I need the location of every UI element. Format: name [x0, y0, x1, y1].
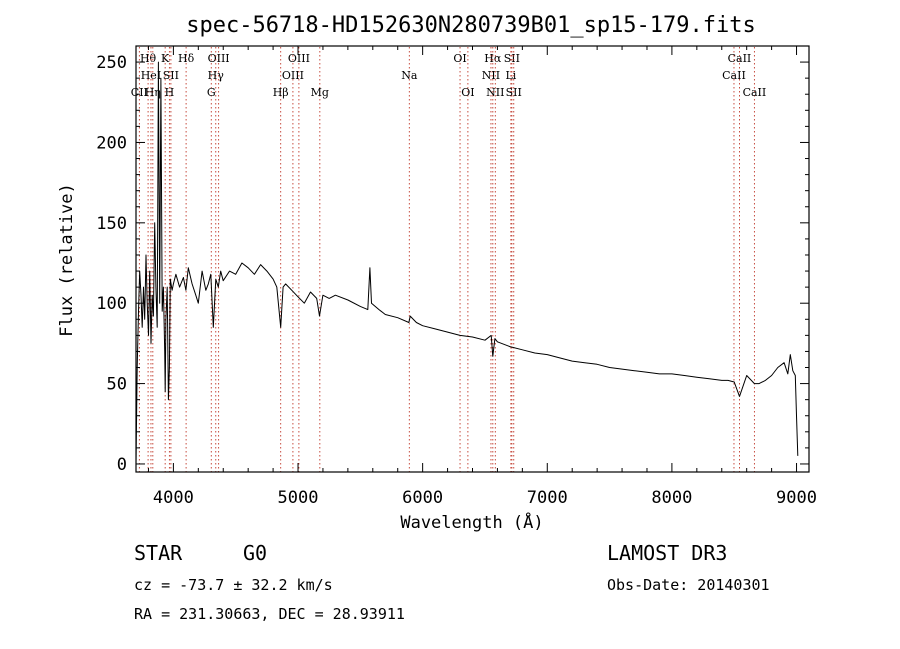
line-label-17: OI	[461, 86, 474, 99]
x-tick-label-0: 4000	[153, 488, 194, 508]
y-tick-label-0: 0	[117, 455, 127, 475]
line-label-13: OIII	[288, 52, 310, 65]
line-label-9: Hγ	[208, 69, 225, 82]
x-axis: 4000 5000 6000 7000 8000 9000	[147, 46, 817, 508]
line-label-12: OIII	[282, 69, 304, 82]
y-tick-label-1: 50	[107, 375, 127, 395]
line-label-24: CaII	[728, 52, 752, 65]
redshift-info: cz = -73.7 ± 32.2 km/s	[134, 576, 333, 594]
coordinates: RA = 231.30663, DEC = 28.93911	[134, 605, 405, 623]
line-label-11: Hβ	[273, 86, 289, 99]
x-tick-label-3: 7000	[527, 488, 568, 508]
y-axis: 0 50 100 150 200 250	[96, 53, 809, 475]
line-label-21: SII	[504, 52, 520, 65]
line-label-26: CaII	[743, 86, 767, 99]
x-tick-label-1: 5000	[278, 488, 319, 508]
object-class: STAR	[134, 541, 183, 565]
y-tick-label-3: 150	[96, 214, 127, 234]
observation-date: Obs-Date: 20140301	[607, 576, 770, 594]
line-label-2: HeI	[141, 69, 161, 82]
x-tick-label-4: 8000	[651, 488, 692, 508]
line-label-7: Hδ	[178, 52, 195, 65]
y-tick-label-5: 250	[96, 53, 127, 73]
line-label-10: G	[207, 86, 216, 99]
line-label-1: Hθ	[140, 52, 157, 65]
line-label-16: OI	[453, 52, 466, 65]
line-label-19: NII	[482, 69, 500, 82]
survey-name: LAMOST DR3	[607, 541, 727, 565]
y-tick-label-4: 200	[96, 133, 127, 153]
line-label-5: SII	[163, 69, 179, 82]
emission-line-markers: CII Hθ HeI Hη K SII H Hδ OIII Hγ G Hβ OIII OIII Mg Na OI…	[131, 47, 766, 472]
line-label-22: Li	[505, 69, 516, 82]
x-axis-label: Wavelength (Å)	[400, 511, 543, 533]
line-label-3: Hη	[145, 86, 161, 99]
line-label-23: SII	[506, 86, 522, 99]
plot-frame	[135, 45, 810, 473]
line-label-14: Mg	[311, 86, 329, 99]
line-label-18: Hα	[484, 52, 502, 65]
x-tick-label-2: 6000	[402, 488, 443, 508]
line-label-15: Na	[401, 69, 418, 82]
line-label-8: OIII	[208, 52, 230, 65]
y-tick-label-2: 100	[96, 294, 127, 314]
spectrum-line	[135, 61, 799, 465]
line-label-25: CaII	[722, 69, 746, 82]
line-label-20: NII	[486, 86, 504, 99]
line-label-4: K	[161, 52, 170, 65]
object-subclass: G0	[243, 541, 267, 565]
y-axis-label: Flux (relative)	[57, 183, 77, 337]
chart-title: spec-56718-HD152630N280739B01_sp15-179.f…	[186, 13, 756, 38]
line-label-6: H	[165, 86, 175, 99]
line-label-0: CII	[131, 86, 148, 99]
spectrum-series	[135, 61, 799, 465]
x-tick-label-5: 9000	[776, 488, 817, 508]
